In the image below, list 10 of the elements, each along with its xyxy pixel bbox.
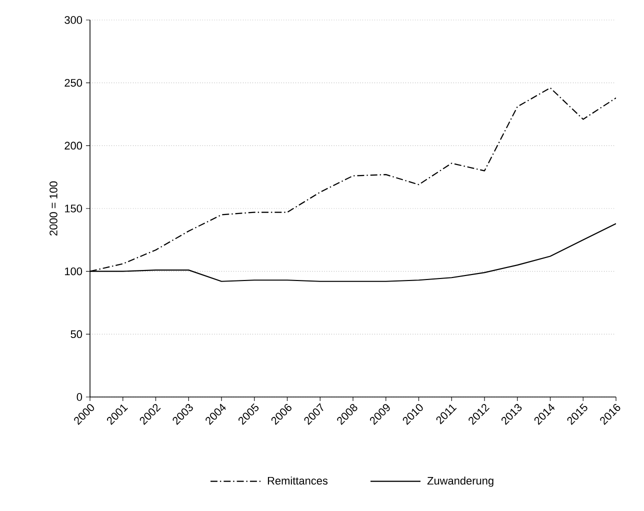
legend-label: Remittances <box>268 476 328 485</box>
legend-label: Zuwanderung <box>427 476 494 487</box>
y-axis-title: 2000 = 100 <box>50 181 58 236</box>
y-tick-label: 50 <box>70 330 82 338</box>
y-tick-label: 0 <box>76 393 82 401</box>
y-tick-label: 150 <box>65 204 82 212</box>
y-tick-label: 300 <box>64 16 82 24</box>
y-tick-label: 250 <box>64 78 82 87</box>
y-tick-label: 200 <box>64 142 82 150</box>
y-tick-label: 100 <box>65 267 82 276</box>
